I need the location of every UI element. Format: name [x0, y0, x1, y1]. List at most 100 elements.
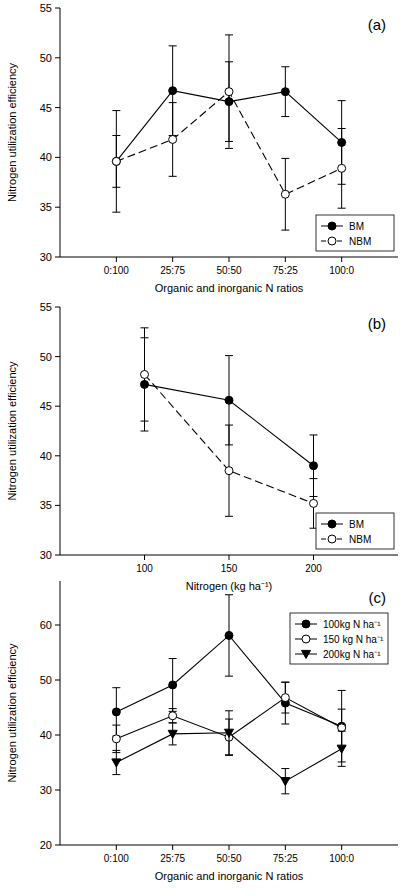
marker — [281, 190, 289, 198]
y-tick — [55, 735, 60, 736]
error-cap — [225, 710, 233, 711]
error-bar — [169, 709, 177, 723]
y-tick-label: 45 — [40, 400, 52, 412]
y-tick — [55, 57, 60, 58]
error-cap — [225, 148, 233, 149]
legend-label: NBM — [349, 236, 371, 247]
error-cap — [112, 187, 120, 188]
error-cap — [112, 725, 120, 726]
y-tick-label: 50 — [40, 674, 52, 686]
marker — [112, 708, 120, 716]
y-tick-label: 40 — [40, 729, 52, 741]
legend-marker — [328, 520, 336, 528]
x-tick — [172, 257, 173, 262]
error-cap — [169, 708, 177, 709]
legend-label: 150 kg N ha⁻¹ — [323, 634, 384, 645]
error-cap — [112, 687, 120, 688]
y-tick — [55, 455, 60, 456]
error-cap — [281, 682, 289, 683]
y-axis — [60, 8, 61, 257]
error-cap — [281, 230, 289, 231]
y-tick — [55, 555, 60, 556]
legend-label: BM — [349, 221, 364, 232]
panel-label: (c) — [369, 589, 387, 606]
error-bar — [112, 725, 120, 753]
marker — [281, 88, 289, 96]
error-cap — [225, 34, 233, 35]
marker — [310, 462, 318, 470]
error-cap — [225, 755, 233, 756]
legend-marker — [302, 650, 311, 658]
x-tick-label: 25:75 — [160, 853, 185, 864]
y-tick — [55, 207, 60, 208]
error-cap — [169, 722, 177, 723]
error-cap — [281, 158, 289, 159]
x-tick — [172, 845, 173, 850]
error-cap — [112, 212, 120, 213]
legend-box — [316, 215, 394, 251]
error-cap — [281, 724, 289, 725]
legend-marker — [302, 620, 310, 628]
x-tick-label: 75:25 — [273, 853, 298, 864]
figure: 3035404550550:10025:7550:5075:25100:0Org… — [0, 0, 413, 895]
marker — [225, 88, 233, 96]
x-tick — [341, 257, 342, 262]
error-bar — [141, 328, 149, 421]
y-tick — [55, 356, 60, 357]
legend-label: 200kg N ha⁻¹ — [323, 649, 381, 660]
x-tick — [341, 845, 342, 850]
error-cap — [112, 750, 120, 751]
error-bar — [225, 711, 233, 755]
x-tick-label: 50:50 — [216, 853, 241, 864]
error-cap — [112, 135, 120, 136]
marker — [112, 157, 120, 165]
error-cap — [225, 754, 233, 755]
error-cap — [112, 110, 120, 111]
x-tick-label: 100 — [136, 563, 153, 574]
y-tick — [55, 307, 60, 308]
legend-marker — [328, 237, 336, 245]
error-cap — [169, 176, 177, 177]
x-tick — [313, 555, 314, 560]
error-bar — [281, 682, 289, 724]
y-tick — [55, 8, 60, 9]
x-tick — [229, 257, 230, 262]
y-axis — [60, 307, 61, 555]
error-cap — [338, 690, 346, 691]
x-axis-label: Organic and inorganic N ratios — [155, 282, 304, 294]
y-tick-label: 50 — [40, 351, 52, 363]
marker — [225, 467, 233, 475]
y-tick — [55, 790, 60, 791]
y-tick-label: 35 — [40, 499, 52, 511]
error-cap — [141, 431, 149, 432]
y-tick-label: 45 — [40, 102, 52, 114]
chart: 20304050600:10025:7550:5075:25100:0Organ… — [6, 581, 398, 882]
error-cap — [338, 128, 346, 129]
error-cap — [112, 774, 120, 775]
marker — [225, 729, 234, 737]
error-stem — [285, 682, 286, 724]
x-tick — [285, 845, 286, 850]
marker — [281, 778, 290, 786]
x-tick-label: 25:75 — [160, 265, 185, 276]
marker — [112, 759, 121, 767]
error-cap — [310, 434, 318, 435]
error-cap — [281, 682, 289, 683]
marker — [310, 499, 318, 507]
marker — [225, 396, 233, 404]
error-bar — [225, 595, 233, 676]
error-bar — [112, 111, 120, 213]
y-tick-label: 55 — [40, 2, 52, 14]
error-bar — [225, 35, 233, 149]
y-tick-label: 60 — [40, 619, 52, 631]
y-tick — [55, 107, 60, 108]
y-tick-label: 40 — [40, 450, 52, 462]
y-axis-label: Nitrogen utilization efficiency — [6, 62, 18, 202]
error-cap — [169, 722, 177, 723]
y-tick-label: 35 — [40, 201, 52, 213]
error-cap — [225, 425, 233, 426]
error-cap — [281, 66, 289, 67]
legend-box — [290, 613, 388, 664]
marker — [169, 681, 177, 689]
y-axis-label: Nitrogen utilization efficiency — [6, 361, 18, 501]
